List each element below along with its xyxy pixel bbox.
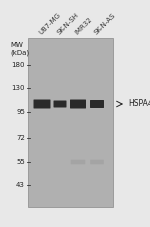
FancyBboxPatch shape bbox=[70, 99, 86, 109]
Text: 95: 95 bbox=[16, 109, 25, 115]
Text: U87-MG: U87-MG bbox=[38, 12, 62, 36]
FancyBboxPatch shape bbox=[90, 100, 104, 108]
FancyBboxPatch shape bbox=[71, 160, 85, 164]
Text: SK-N-SH: SK-N-SH bbox=[56, 12, 80, 36]
Text: 55: 55 bbox=[16, 159, 25, 165]
Text: SK-N-AS: SK-N-AS bbox=[93, 12, 116, 36]
FancyBboxPatch shape bbox=[54, 101, 66, 108]
Bar bbox=[28, 38, 113, 207]
Text: 130: 130 bbox=[12, 85, 25, 91]
FancyBboxPatch shape bbox=[90, 160, 104, 164]
Text: 43: 43 bbox=[16, 182, 25, 188]
Text: 72: 72 bbox=[16, 135, 25, 141]
Text: MW
(kDa): MW (kDa) bbox=[10, 42, 29, 55]
FancyBboxPatch shape bbox=[33, 99, 51, 109]
Text: 180: 180 bbox=[12, 62, 25, 68]
Text: HSPA4: HSPA4 bbox=[128, 99, 150, 109]
Text: IMR32: IMR32 bbox=[74, 17, 93, 36]
